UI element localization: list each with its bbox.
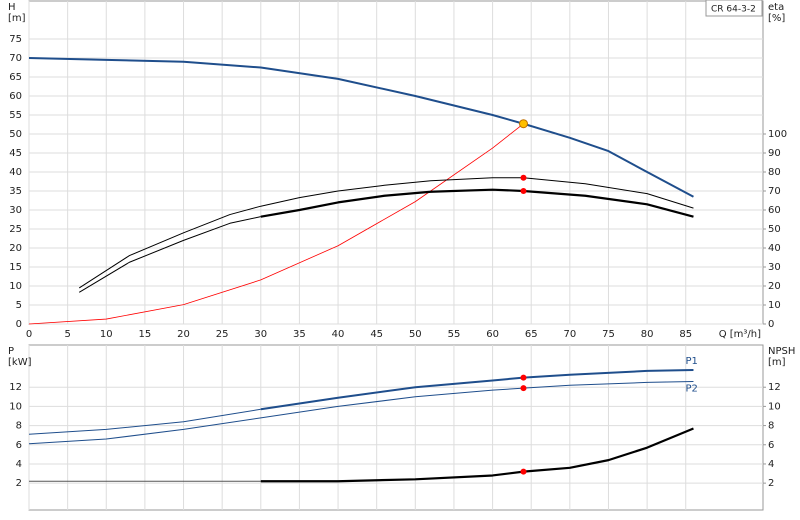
x-tick-label: 65 — [525, 329, 538, 340]
y2-tick-label: 8 — [768, 421, 774, 432]
y-tick-label: 45 — [9, 148, 22, 159]
plot-area — [28, 344, 764, 511]
curve — [28, 123, 524, 325]
y-tick-label: 75 — [9, 34, 22, 45]
y-tick-label: 20 — [9, 243, 22, 254]
x-tick-label: 0 — [26, 329, 32, 340]
curve — [28, 57, 694, 198]
y-tick-label: 4 — [16, 459, 22, 470]
y-axis-label: H — [8, 2, 16, 13]
y-tick-label: 10 — [9, 281, 22, 292]
operating-point — [520, 188, 527, 194]
y-tick-label: 10 — [9, 401, 22, 412]
x-tick-label: 80 — [641, 329, 654, 340]
y2-tick-label: 40 — [768, 243, 781, 254]
x-tick-label: 75 — [602, 329, 615, 340]
y2-axis-unit: [%] — [768, 13, 785, 24]
annotation-box — [705, 0, 763, 17]
curve — [78, 177, 694, 289]
y2-tick-label: 80 — [768, 167, 781, 178]
curve — [28, 380, 694, 445]
x-tick-label: 60 — [486, 329, 499, 340]
y2-tick-label: 2 — [768, 478, 774, 489]
curve — [78, 216, 261, 293]
y2-tick-label: 12 — [768, 382, 781, 393]
y2-tick-label: 30 — [768, 262, 781, 273]
y2-axis-label: eta — [768, 2, 784, 13]
y-tick-label: 6 — [16, 440, 22, 451]
y2-axis-label: NPSH — [768, 346, 795, 357]
x-tick-label: 45 — [370, 329, 383, 340]
x-tick-label: 30 — [254, 329, 267, 340]
y2-tick-label: 10 — [768, 401, 781, 412]
x-tick-label: 5 — [64, 329, 70, 340]
x-tick-label: 85 — [679, 329, 692, 340]
y-tick-label: 2 — [16, 478, 22, 489]
y-axis-label: P — [8, 346, 14, 357]
operating-point — [520, 174, 527, 181]
x-tick-label: 10 — [100, 329, 113, 340]
series-label: P2 — [685, 383, 697, 394]
x-tick-label: 20 — [177, 329, 190, 340]
y-tick-label: 65 — [9, 72, 22, 83]
y2-tick-label: 20 — [768, 281, 781, 292]
curve — [260, 188, 694, 218]
y-tick-label: 8 — [16, 421, 22, 432]
y-tick-label: 50 — [9, 129, 22, 140]
y2-tick-label: 6 — [768, 440, 774, 451]
operating-point — [520, 468, 527, 475]
operating-point — [520, 385, 527, 392]
x-tick-label: 70 — [563, 329, 576, 340]
y-tick-label: 25 — [9, 224, 22, 235]
y2-tick-label: 4 — [768, 459, 774, 470]
x-tick-label: 50 — [409, 329, 422, 340]
x-tick-label: 40 — [332, 329, 345, 340]
y-tick-label: 40 — [9, 167, 22, 178]
x-axis-label: Q [m³/h] — [719, 329, 761, 340]
curve — [28, 408, 261, 435]
y2-tick-label: 60 — [768, 205, 781, 216]
y-tick-label: 5 — [16, 300, 22, 311]
x-tick-label: 15 — [139, 329, 152, 340]
y-tick-label: 35 — [9, 186, 22, 197]
x-tick-label: 25 — [216, 329, 229, 340]
y2-tick-label: 100 — [768, 129, 787, 140]
operating-point — [520, 374, 527, 381]
plot-area — [28, 0, 764, 325]
curve — [260, 368, 694, 411]
y-tick-label: 55 — [9, 110, 22, 121]
y-tick-label: 60 — [9, 91, 22, 102]
y2-tick-label: 50 — [768, 224, 781, 235]
y2-tick-label: 0 — [768, 319, 774, 330]
y-tick-label: 12 — [9, 382, 22, 393]
y-tick-label: 0 — [16, 319, 22, 330]
y2-axis-unit: [m] — [768, 357, 786, 368]
annotation: CR 64-3-2 — [711, 5, 756, 15]
y2-tick-label: 10 — [768, 300, 781, 311]
y-tick-label: 15 — [9, 262, 22, 273]
operating-point — [518, 119, 528, 129]
y-tick-label: 30 — [9, 205, 22, 216]
x-tick-label: 35 — [293, 329, 306, 340]
y-tick-label: 70 — [9, 53, 22, 64]
series-label: P1 — [685, 356, 697, 367]
y2-tick-label: 90 — [768, 148, 781, 159]
y2-tick-label: 70 — [768, 186, 781, 197]
y-axis-unit: [kW] — [8, 357, 32, 368]
y-axis-unit: [m] — [8, 13, 26, 24]
x-tick-label: 55 — [448, 329, 461, 340]
